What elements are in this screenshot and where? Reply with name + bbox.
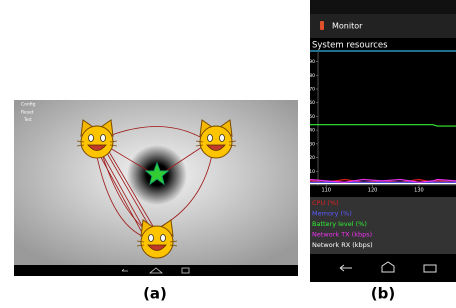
- y-tick-label: 10: [309, 169, 315, 175]
- nav-bar: [310, 255, 456, 282]
- x-tick-label: 120: [368, 188, 378, 194]
- legend-entry: Memory (%): [312, 210, 352, 218]
- panel-b: Monitor System resources (b) 10 20 30 40 50 6…: [309, 0, 456, 303]
- y-tick-label: 80: [309, 73, 315, 79]
- legend-entry: Network RX (kbps): [312, 241, 373, 249]
- y-tick-label: 30: [309, 141, 315, 147]
- app-icon: [320, 21, 324, 30]
- panel-a: Config Reset Test (a): [14, 100, 298, 303]
- caption: (b): [371, 285, 395, 303]
- y-tick-label: 20: [309, 155, 315, 161]
- y-tick-label: 40: [309, 128, 315, 134]
- x-tick-label: 110: [321, 188, 331, 194]
- x-tick-label: 130: [414, 188, 424, 194]
- legend-entry: Battery level (%): [312, 220, 367, 228]
- y-tick-label: 60: [309, 100, 315, 106]
- y-tick-label: 70: [309, 87, 315, 93]
- y-tick-label: 50: [309, 114, 315, 120]
- legend-entry: Network TX (kbps): [312, 231, 372, 239]
- menu-item[interactable]: Test: [23, 117, 32, 122]
- nav-bar: [14, 265, 298, 276]
- section-header: System resources: [312, 41, 388, 51]
- status-bar: [310, 0, 456, 14]
- legend-entry: CPU (%): [312, 199, 339, 207]
- y-tick-label: 90: [309, 59, 315, 65]
- caption: (a): [143, 285, 167, 303]
- menu-item[interactable]: Reset: [21, 110, 34, 116]
- figure: Config Reset Test (a) Monitor System res…: [0, 0, 456, 304]
- menu-item[interactable]: Config: [21, 102, 36, 108]
- app-title: Monitor: [332, 22, 363, 31]
